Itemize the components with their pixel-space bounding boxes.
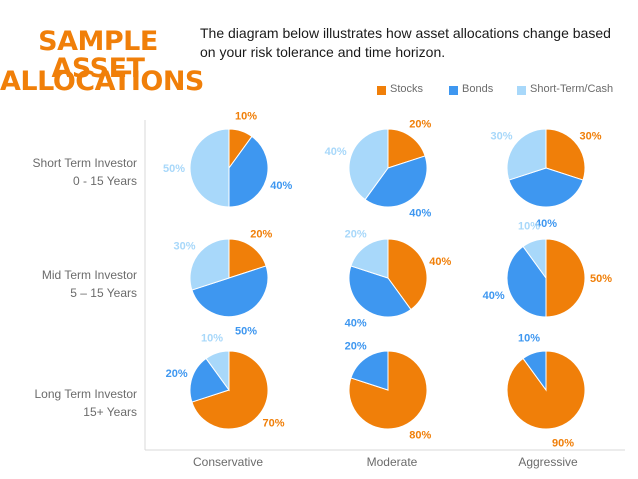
pie-mid-term-investor-aggressive-bonds-slice [506, 245, 547, 318]
legend-label-bonds: Bonds [462, 83, 494, 95]
pie-short-term-investor-moderate-bonds-slice [364, 155, 428, 208]
pie-long-term-investor-conservative-bonds-slice [189, 357, 230, 403]
column-label-moderate: Moderate [366, 455, 418, 469]
pie-long-term-investor-conservative-stocks-label: 70% [262, 417, 284, 429]
pie-long-term-investor-conservative-bonds-label: 20% [166, 368, 188, 380]
pie-mid-term-investor-conservative-short-term-cash-slice [189, 238, 230, 291]
pie-short-term-investor-moderate-short-term-cash-label: 40% [325, 146, 347, 158]
pie-long-term-investor-aggressive-bonds-slice [522, 350, 547, 392]
pie-mid-term-investor-conservative-short-term-cash-label: 30% [173, 241, 195, 253]
pie-long-term-investor-conservative-short-term-cash-slice [205, 350, 230, 392]
row-label-mid-term: Mid Term Investor 5 – 15 Years [0, 266, 137, 302]
pie-short-term-investor-moderate-stocks-slice [387, 128, 426, 169]
pie-mid-term-investor-moderate-bonds-label: 40% [345, 318, 367, 330]
pie-mid-term-investor-conservative-stocks-slice [228, 238, 267, 279]
pie-short-term-investor-moderate-stocks-label: 20% [409, 119, 431, 131]
title-line-2: ALLOCATIONS [0, 66, 204, 97]
legend-swatch-bonds [449, 86, 458, 95]
row-label-long-term-line2: 15+ Years [83, 405, 137, 419]
pie-long-term-investor-moderate-bonds-label: 20% [345, 341, 367, 353]
pie-short-term-investor-conservative-bonds-label: 40% [270, 180, 292, 192]
pie-short-term-investor-conservative-short-term-cash-slice [189, 128, 230, 208]
pie-mid-term-investor-aggressive-short-term-cash-slice [522, 238, 547, 280]
legend-swatch-stocks [377, 86, 386, 95]
pie-short-term-investor-conservative-bonds-slice [228, 135, 269, 208]
pie-short-term-investor-aggressive-bonds-label: 40% [535, 218, 557, 230]
pie-long-term-investor-aggressive-stocks-label: 90% [552, 437, 574, 449]
row-label-long-term: Long Term Investor 15+ Years [0, 385, 138, 421]
title-line-1: SAMPLE ASSET [38, 26, 158, 84]
pie-long-term-investor-moderate-bonds-slice [350, 350, 389, 391]
pie-mid-term-investor-moderate-short-term-cash-label: 20% [345, 229, 367, 241]
row-label-short-term-line1: Short Term Investor [32, 156, 137, 170]
pie-short-term-investor-aggressive-stocks-label: 30% [579, 131, 601, 143]
pie-mid-term-investor-moderate-short-term-cash-slice [350, 238, 389, 279]
pie-short-term-investor-moderate-bonds-label: 40% [409, 208, 431, 220]
pies-group: 10%40%50%20%40%40%30%40%30%20%50%30%40%4… [163, 111, 612, 450]
pie-long-term-investor-conservative-stocks-slice [191, 350, 269, 430]
pie-long-term-investor-aggressive-bonds-label: 10% [518, 333, 540, 345]
legend-label-short-term: Short-Term/Cash [530, 83, 614, 95]
legend-label-stocks: Stocks [390, 83, 424, 95]
pie-short-term-investor-aggressive-stocks-slice [545, 128, 586, 181]
pie-short-term-investor-aggressive-short-term-cash-slice [506, 128, 547, 181]
pie-short-term-investor-aggressive-short-term-cash-label: 30% [490, 131, 512, 143]
pie-short-term-investor-aggressive-bonds-slice [508, 167, 584, 208]
row-label-mid-term-line1: Mid Term Investor [41, 268, 137, 282]
column-label-aggressive: Aggressive [518, 455, 578, 469]
pie-mid-term-investor-aggressive-stocks-label: 50% [590, 273, 612, 285]
column-label-conservative: Conservative [192, 455, 264, 469]
pie-mid-term-investor-moderate-stocks-slice [387, 238, 428, 311]
row-label-long-term-line1: Long Term Investor [34, 387, 138, 401]
pie-mid-term-investor-conservative-bonds-slice [191, 265, 269, 318]
pie-mid-term-investor-moderate-stocks-label: 40% [429, 256, 451, 268]
pie-long-term-investor-conservative-short-term-cash-label: 10% [201, 333, 223, 345]
pie-mid-term-investor-aggressive-bonds-label: 40% [483, 290, 505, 302]
row-label-mid-term-line2: 5 – 15 Years [70, 286, 137, 300]
pie-short-term-investor-moderate-short-term-cash-slice [348, 128, 389, 201]
pie-mid-term-investor-moderate-bonds-slice [348, 265, 412, 318]
legend-swatch-short-term [517, 86, 526, 95]
pie-mid-term-investor-aggressive-short-term-cash-label: 10% [518, 221, 540, 233]
pie-mid-term-investor-aggressive-stocks-slice [545, 238, 586, 318]
pie-mid-term-investor-conservative-stocks-label: 20% [250, 229, 272, 241]
pie-short-term-investor-conservative-stocks-label: 10% [235, 111, 257, 123]
row-label-short-term: Short Term Investor 0 - 15 Years [0, 154, 137, 190]
subtitle: The diagram below illustrates how asset … [200, 25, 611, 60]
pie-mid-term-investor-conservative-bonds-label: 50% [235, 325, 257, 337]
pie-long-term-investor-moderate-stocks-label: 80% [409, 430, 431, 442]
row-label-short-term-line2: 0 - 15 Years [72, 174, 137, 188]
pie-short-term-investor-conservative-short-term-cash-label: 50% [163, 163, 185, 175]
